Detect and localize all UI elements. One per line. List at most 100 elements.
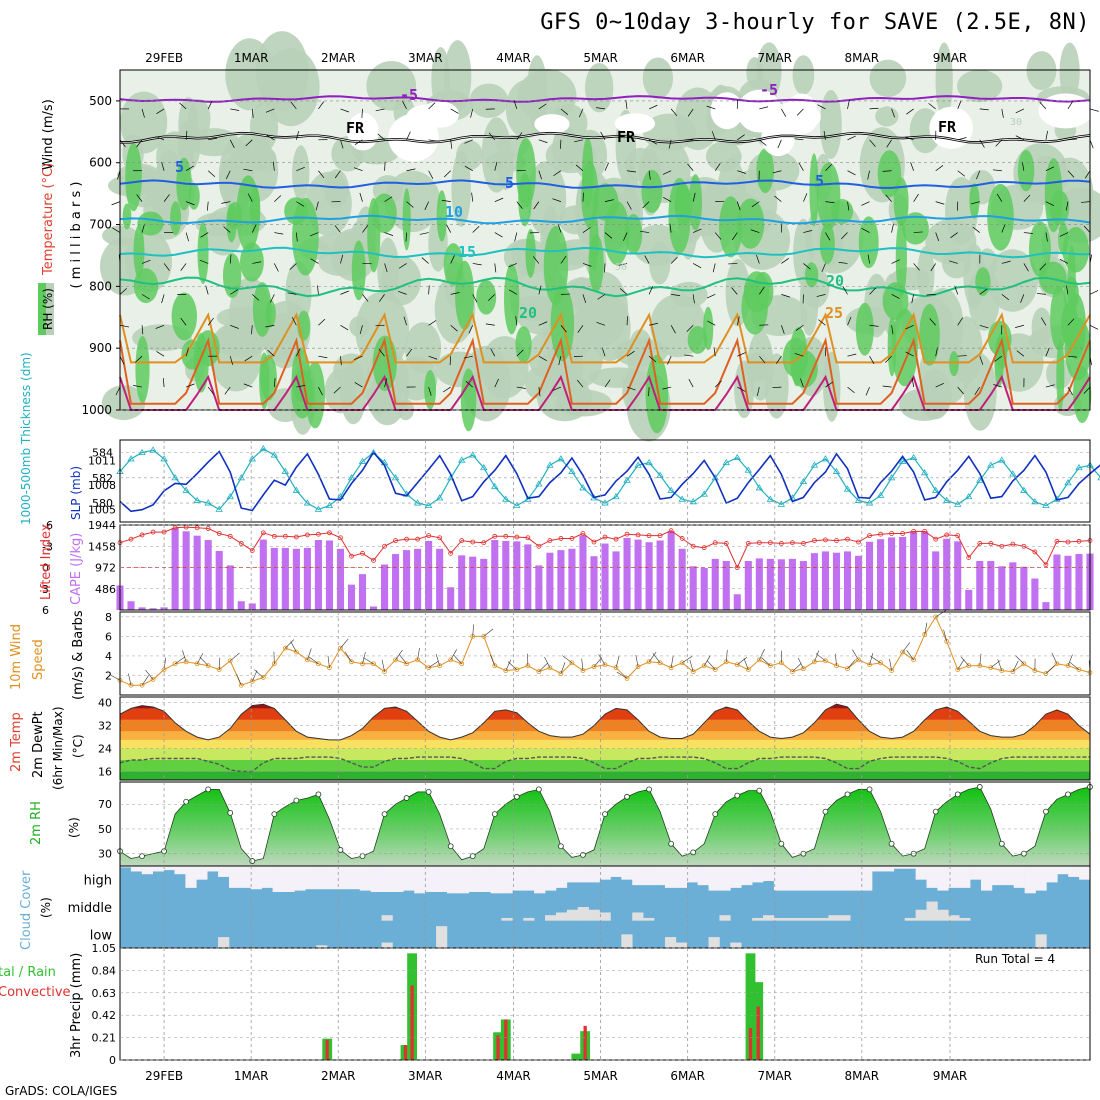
wind-barb — [847, 201, 850, 211]
rh-high-region — [476, 279, 497, 315]
cape-bar — [733, 594, 741, 610]
wind-barb — [867, 170, 870, 180]
wind-speed-point — [183, 659, 189, 665]
wind-barb — [340, 254, 344, 264]
lifted-index-point — [668, 528, 674, 534]
wind-barb — [109, 674, 121, 681]
cape-bar — [491, 540, 499, 610]
wind-barb — [935, 382, 944, 388]
wind-barb — [1016, 350, 1025, 357]
thickness-point — [480, 463, 488, 471]
cape-bar — [303, 547, 311, 610]
slp-ytick-label: 1011 — [88, 455, 116, 468]
thickness-point — [469, 451, 477, 458]
rh-medium-region — [384, 170, 441, 233]
lifted-index-point — [911, 528, 917, 534]
rh-point — [712, 811, 719, 818]
isotherm-label: FR — [617, 128, 636, 146]
wind-barb — [618, 263, 628, 266]
thickness-point — [987, 461, 995, 468]
cloud-high-cell — [893, 866, 906, 869]
wind-barb — [582, 227, 591, 233]
thickness-point — [931, 486, 940, 493]
wind-speed-point — [415, 657, 421, 663]
lifted-index-point — [360, 550, 365, 556]
wind-barb — [287, 292, 297, 295]
lifted-index-point — [249, 548, 255, 553]
wind-barb — [736, 316, 740, 326]
rh-medium-region — [819, 89, 842, 159]
wind-barb — [596, 322, 606, 326]
cape-bar — [711, 558, 719, 610]
rh-high-region — [515, 326, 532, 363]
wind-speed-point — [128, 682, 134, 688]
rh-medium-region — [705, 141, 742, 172]
cloud-low-cell — [621, 934, 633, 948]
wind-barb — [1001, 294, 1010, 301]
wind-barb — [803, 263, 811, 270]
wind-barb — [891, 223, 894, 233]
panel-frame-upper — [119, 69, 1091, 411]
cloud-high-cell — [1057, 866, 1069, 875]
rh-high-region — [674, 182, 691, 221]
cape-bar — [502, 540, 510, 610]
time-label-top: 7MAR — [757, 51, 792, 65]
wind-barb — [818, 319, 826, 326]
time-label-bottom: 9MAR — [933, 1069, 968, 1083]
wind-barb — [1083, 225, 1091, 233]
wind-barb — [135, 355, 143, 363]
temp-axis-label-2: 2m DewPt — [31, 711, 46, 778]
wind-barb — [381, 659, 385, 672]
wind-barb — [179, 102, 187, 110]
cloud-high-cell — [305, 866, 317, 890]
wind-barb — [662, 386, 672, 390]
rh-high-region — [222, 253, 242, 299]
cloud-high-cell — [1046, 866, 1058, 883]
cloud-high-cell — [959, 866, 971, 888]
wind-barb — [442, 386, 451, 393]
wind-speed-point — [767, 663, 773, 669]
wind-barb — [471, 192, 474, 202]
rh-high-region — [171, 292, 198, 341]
rh-point — [447, 843, 454, 850]
wind-barb — [781, 258, 789, 264]
cloud-middle-cell — [839, 915, 851, 921]
wind-ytick-label: 6 — [105, 630, 112, 643]
thickness-point — [435, 494, 444, 501]
wind-barb — [296, 131, 300, 140]
rh-high-region — [265, 299, 276, 328]
cape-bar — [171, 527, 179, 610]
wind-barb — [515, 316, 518, 326]
wind-barb — [384, 232, 394, 236]
cape-bar — [987, 561, 995, 610]
wind-speed-point — [459, 661, 465, 667]
cloud-high-cell — [185, 866, 197, 888]
wind-barb — [957, 386, 964, 395]
wind-barb — [838, 262, 848, 264]
rh-point — [888, 840, 895, 847]
upper-ytick-label: 1000 — [81, 403, 112, 417]
wind-axis-label-2: Speed — [31, 639, 46, 680]
cloud-high-cell — [730, 866, 742, 888]
time-label-bottom: 2MAR — [321, 1069, 356, 1083]
isotherm-label: FR — [346, 119, 365, 137]
wind-barb — [913, 263, 920, 271]
wind-speed-point — [514, 667, 520, 673]
thickness-point — [457, 456, 466, 463]
lifted-index-point — [933, 536, 939, 542]
wind-barb — [1012, 660, 1019, 672]
thickness-point — [909, 453, 918, 461]
wind-barb — [424, 201, 429, 210]
wind-barb — [847, 353, 857, 357]
cape-bar — [998, 566, 1006, 610]
thickness-point — [413, 499, 422, 506]
cape-bar — [799, 561, 807, 610]
rh-high-region — [284, 197, 308, 225]
wind-barb — [737, 170, 746, 174]
wind-barb — [979, 356, 984, 365]
wind-barb — [309, 232, 319, 237]
wind-barb — [318, 386, 323, 396]
wind-barb — [562, 655, 573, 664]
lifted-index-point — [492, 533, 498, 539]
cloud-high-cell — [904, 866, 916, 869]
